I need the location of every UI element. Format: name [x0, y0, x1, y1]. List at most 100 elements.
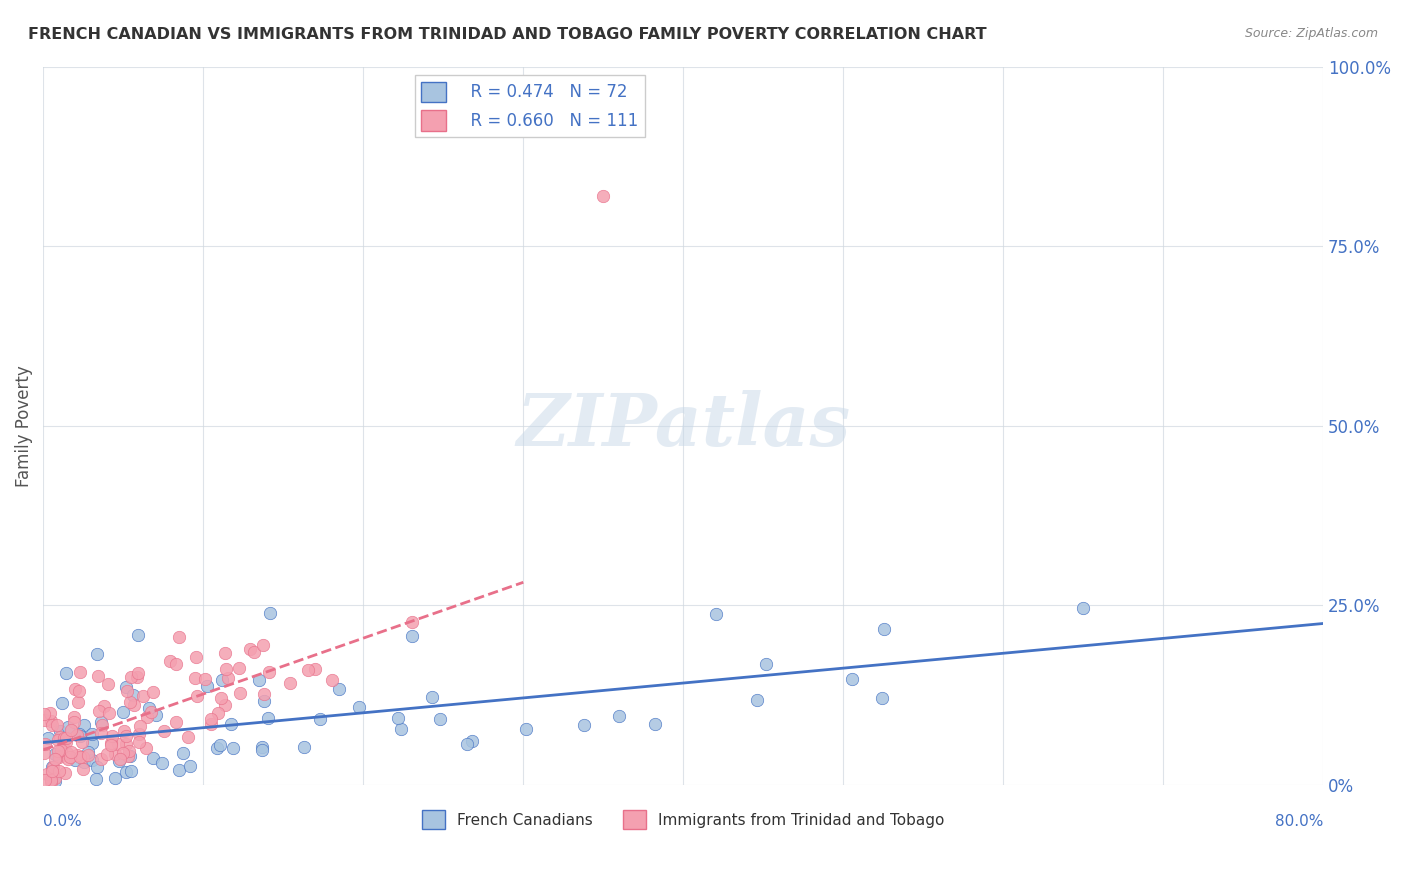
Point	[111, 705, 134, 719]
Point	[120, 764, 142, 779]
Point	[46, 744, 69, 758]
Point	[252, 638, 274, 652]
Point	[34, 772, 56, 787]
Point	[142, 750, 165, 764]
Point	[253, 687, 276, 701]
Point	[82, 727, 104, 741]
Point	[120, 749, 142, 764]
Point	[127, 670, 149, 684]
Point	[118, 694, 141, 708]
Point	[592, 189, 614, 203]
Legend: French Canadians, Immigrants from Trinidad and Tobago: French Canadians, Immigrants from Trinid…	[416, 804, 950, 835]
Point	[39, 714, 62, 728]
Point	[349, 700, 371, 714]
Point	[69, 665, 91, 679]
Point	[55, 731, 77, 746]
Text: ZIPatlas: ZIPatlas	[516, 391, 851, 461]
Point	[122, 698, 145, 713]
Point	[145, 708, 167, 723]
Text: 0.0%: 0.0%	[44, 814, 82, 829]
Point	[142, 685, 165, 699]
Point	[328, 681, 350, 696]
Point	[48, 750, 70, 764]
Point	[56, 720, 79, 734]
Point	[304, 662, 326, 676]
Point	[128, 734, 150, 748]
Point	[56, 752, 79, 766]
Point	[34, 737, 56, 751]
Point	[252, 739, 274, 754]
Point	[229, 685, 252, 699]
Point	[34, 713, 56, 727]
Point	[53, 766, 76, 780]
Point	[104, 771, 127, 785]
Point	[35, 767, 58, 781]
Point	[461, 734, 484, 748]
Point	[150, 756, 173, 770]
Point	[169, 630, 191, 644]
Point	[96, 747, 118, 761]
Point	[63, 681, 86, 696]
Point	[135, 740, 157, 755]
Point	[755, 657, 778, 672]
Point	[55, 735, 77, 749]
Point	[39, 772, 62, 787]
Point	[90, 752, 112, 766]
Point	[73, 718, 96, 732]
Y-axis label: Family Poverty: Family Poverty	[15, 365, 32, 487]
Point	[77, 747, 100, 762]
Point	[90, 715, 112, 730]
Point	[72, 749, 94, 764]
Point	[706, 607, 728, 621]
Point	[44, 773, 66, 788]
Point	[214, 698, 236, 713]
Point	[292, 740, 315, 755]
Point	[63, 753, 86, 767]
Point	[127, 665, 149, 680]
Point	[100, 738, 122, 752]
Point	[278, 676, 301, 690]
Point	[127, 628, 149, 642]
Point	[67, 683, 90, 698]
Point	[97, 706, 120, 721]
Point	[420, 690, 443, 704]
Point	[253, 694, 276, 708]
Point	[165, 714, 187, 729]
Point	[873, 622, 896, 636]
Point	[52, 734, 75, 748]
Point	[49, 730, 72, 744]
Point	[167, 764, 190, 778]
Point	[115, 681, 138, 695]
Point	[644, 716, 666, 731]
Point	[41, 764, 63, 778]
Point	[69, 750, 91, 764]
Point	[80, 737, 103, 751]
Point	[60, 745, 83, 759]
Text: 80.0%: 80.0%	[1275, 814, 1323, 829]
Point	[55, 665, 77, 680]
Point	[841, 673, 863, 687]
Point	[138, 701, 160, 715]
Point	[101, 729, 124, 743]
Point	[51, 696, 73, 710]
Point	[49, 742, 72, 756]
Point	[215, 663, 238, 677]
Point	[243, 645, 266, 659]
Point	[194, 673, 217, 687]
Point	[176, 730, 198, 744]
Point	[56, 747, 79, 761]
Point	[90, 725, 112, 739]
Point	[32, 747, 55, 761]
Point	[97, 677, 120, 691]
Point	[46, 732, 69, 747]
Point	[63, 715, 86, 730]
Point	[205, 741, 228, 756]
Point	[115, 765, 138, 780]
Point	[80, 753, 103, 767]
Point	[73, 756, 96, 770]
Point	[165, 657, 187, 671]
Point	[65, 747, 87, 762]
Point	[870, 690, 893, 705]
Point	[609, 709, 631, 723]
Text: Source: ZipAtlas.com: Source: ZipAtlas.com	[1244, 27, 1378, 40]
